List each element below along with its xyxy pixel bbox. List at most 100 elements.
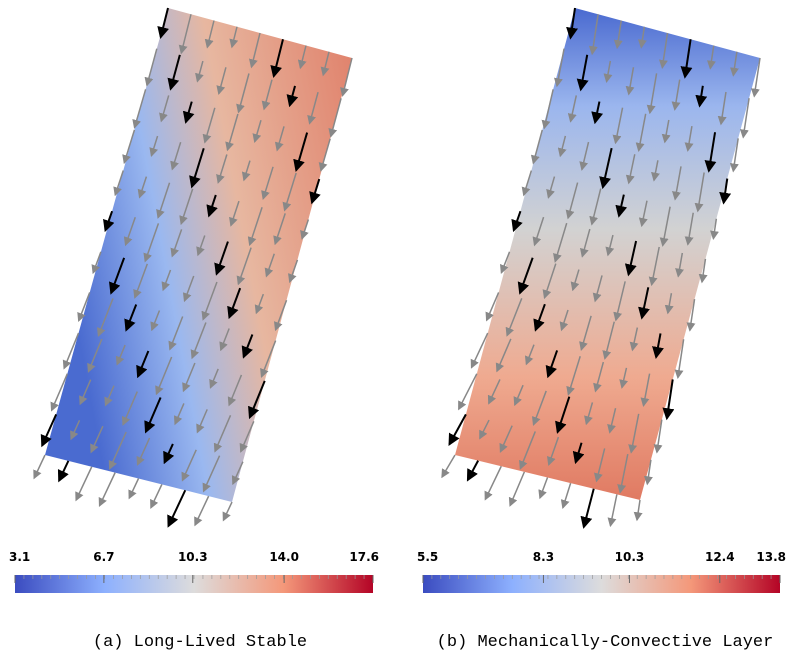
caption: (b) Mechanically-Convective Layer: [437, 633, 774, 652]
vector-arrow: [513, 384, 524, 407]
vector-arrow: [591, 101, 604, 125]
vector-arrow: [547, 436, 560, 466]
vector-arrow: [633, 499, 643, 522]
vector-arrow: [739, 98, 750, 139]
vector-arrow: [638, 287, 650, 320]
vector-arrow: [182, 275, 195, 303]
vector-arrow: [143, 223, 160, 263]
vector-arrow: [167, 54, 181, 91]
vector-arrow: [189, 148, 205, 189]
vector-arrow: [87, 338, 103, 373]
vector-arrow: [178, 14, 192, 55]
vector-arrow: [662, 379, 675, 421]
vector-arrow: [79, 379, 92, 406]
vector-arrow: [248, 380, 266, 420]
vector-arrow: [297, 45, 307, 70]
vector-arrow: [686, 298, 696, 332]
vector-arrow: [206, 194, 218, 218]
vector-arrow: [557, 135, 567, 158]
vector-arrow: [570, 269, 580, 292]
vector-arrow: [137, 176, 148, 199]
vector-arrow: [104, 385, 115, 407]
vector-arrow: [508, 471, 526, 507]
vector-arrow: [144, 397, 162, 434]
vector-arrow: [613, 20, 623, 50]
vector-arrow: [239, 420, 255, 453]
vector-arrow: [248, 32, 261, 69]
vector-arrow: [671, 79, 681, 111]
vector-arrow: [505, 298, 523, 337]
vector-arrow: [717, 91, 727, 126]
vector-arrow: [652, 333, 664, 359]
vector-arrow: [517, 257, 534, 295]
vector-arrow: [247, 206, 263, 247]
vector-arrow: [270, 39, 284, 79]
vector-arrow: [50, 373, 69, 412]
vector-arrow: [229, 200, 240, 227]
vector-arrow: [694, 172, 705, 213]
vector-arrow: [202, 107, 216, 144]
vector-arrow: [227, 287, 242, 320]
vector-arrow: [273, 299, 288, 332]
vector-arrow: [108, 431, 127, 470]
vector-arrow: [592, 275, 603, 303]
vector-arrow: [521, 170, 533, 197]
vector-arrow: [625, 154, 636, 185]
vector-arrow: [202, 455, 221, 493]
vector-arrow: [532, 390, 547, 426]
vector-arrow: [487, 379, 501, 405]
colorbar-tick-label: 13.8: [756, 550, 786, 564]
vector-field: [33, 7, 761, 529]
vector-arrow: [576, 54, 589, 92]
vector-arrow: [658, 32, 669, 70]
colorbar-tick-label: 5.5: [417, 550, 438, 564]
vector-arrow: [33, 454, 46, 480]
vector-arrow: [124, 304, 138, 332]
vector-arrow: [167, 489, 187, 528]
vector-arrow: [479, 419, 490, 440]
vector-arrow: [196, 409, 208, 434]
vector-arrow: [320, 51, 330, 77]
vector-arrow: [286, 85, 299, 108]
vector-arrow: [653, 419, 663, 454]
vector-arrow: [328, 98, 342, 138]
vector-arrow: [196, 235, 206, 257]
vector-arrow: [607, 494, 618, 528]
vector-arrow: [98, 472, 116, 508]
vector-arrow: [672, 166, 682, 201]
vector-arrow: [684, 212, 694, 246]
vector-arrow: [173, 403, 185, 426]
vector-arrow: [613, 281, 626, 322]
vector-arrow: [484, 465, 502, 501]
vector-arrow: [566, 356, 581, 396]
vector-arrow: [589, 188, 602, 226]
vector-arrow: [216, 67, 227, 95]
vector-arrow: [179, 188, 194, 226]
vector-arrow: [588, 14, 599, 56]
vector-arrow: [132, 89, 147, 129]
vector-arrow: [309, 178, 321, 205]
colorbar-tick-label: 12.4: [705, 550, 735, 564]
vector-arrow: [495, 338, 512, 373]
vector-arrow: [638, 200, 648, 228]
vector-arrow: [579, 315, 592, 352]
vector-arrow: [214, 241, 229, 276]
vector-arrow: [103, 210, 115, 233]
vector-arrow: [156, 182, 171, 219]
vector-arrow: [216, 154, 228, 184]
vector-arrow: [157, 7, 169, 40]
vector-arrow: [659, 206, 671, 247]
vector-arrow: [710, 218, 719, 241]
colorbar-tick-label: 3.1: [9, 550, 30, 564]
vector-arrow: [252, 119, 262, 144]
vector-arrow: [241, 334, 254, 359]
vector-arrow: [241, 160, 251, 182]
vector-arrow: [466, 460, 480, 482]
vector-arrow: [288, 259, 299, 284]
vector-arrow: [519, 431, 536, 470]
vector-arrow: [181, 449, 197, 482]
vector-arrow: [648, 246, 660, 287]
vector-arrow: [236, 73, 250, 114]
vector-arrow: [201, 281, 218, 321]
colorbar: [423, 575, 780, 593]
